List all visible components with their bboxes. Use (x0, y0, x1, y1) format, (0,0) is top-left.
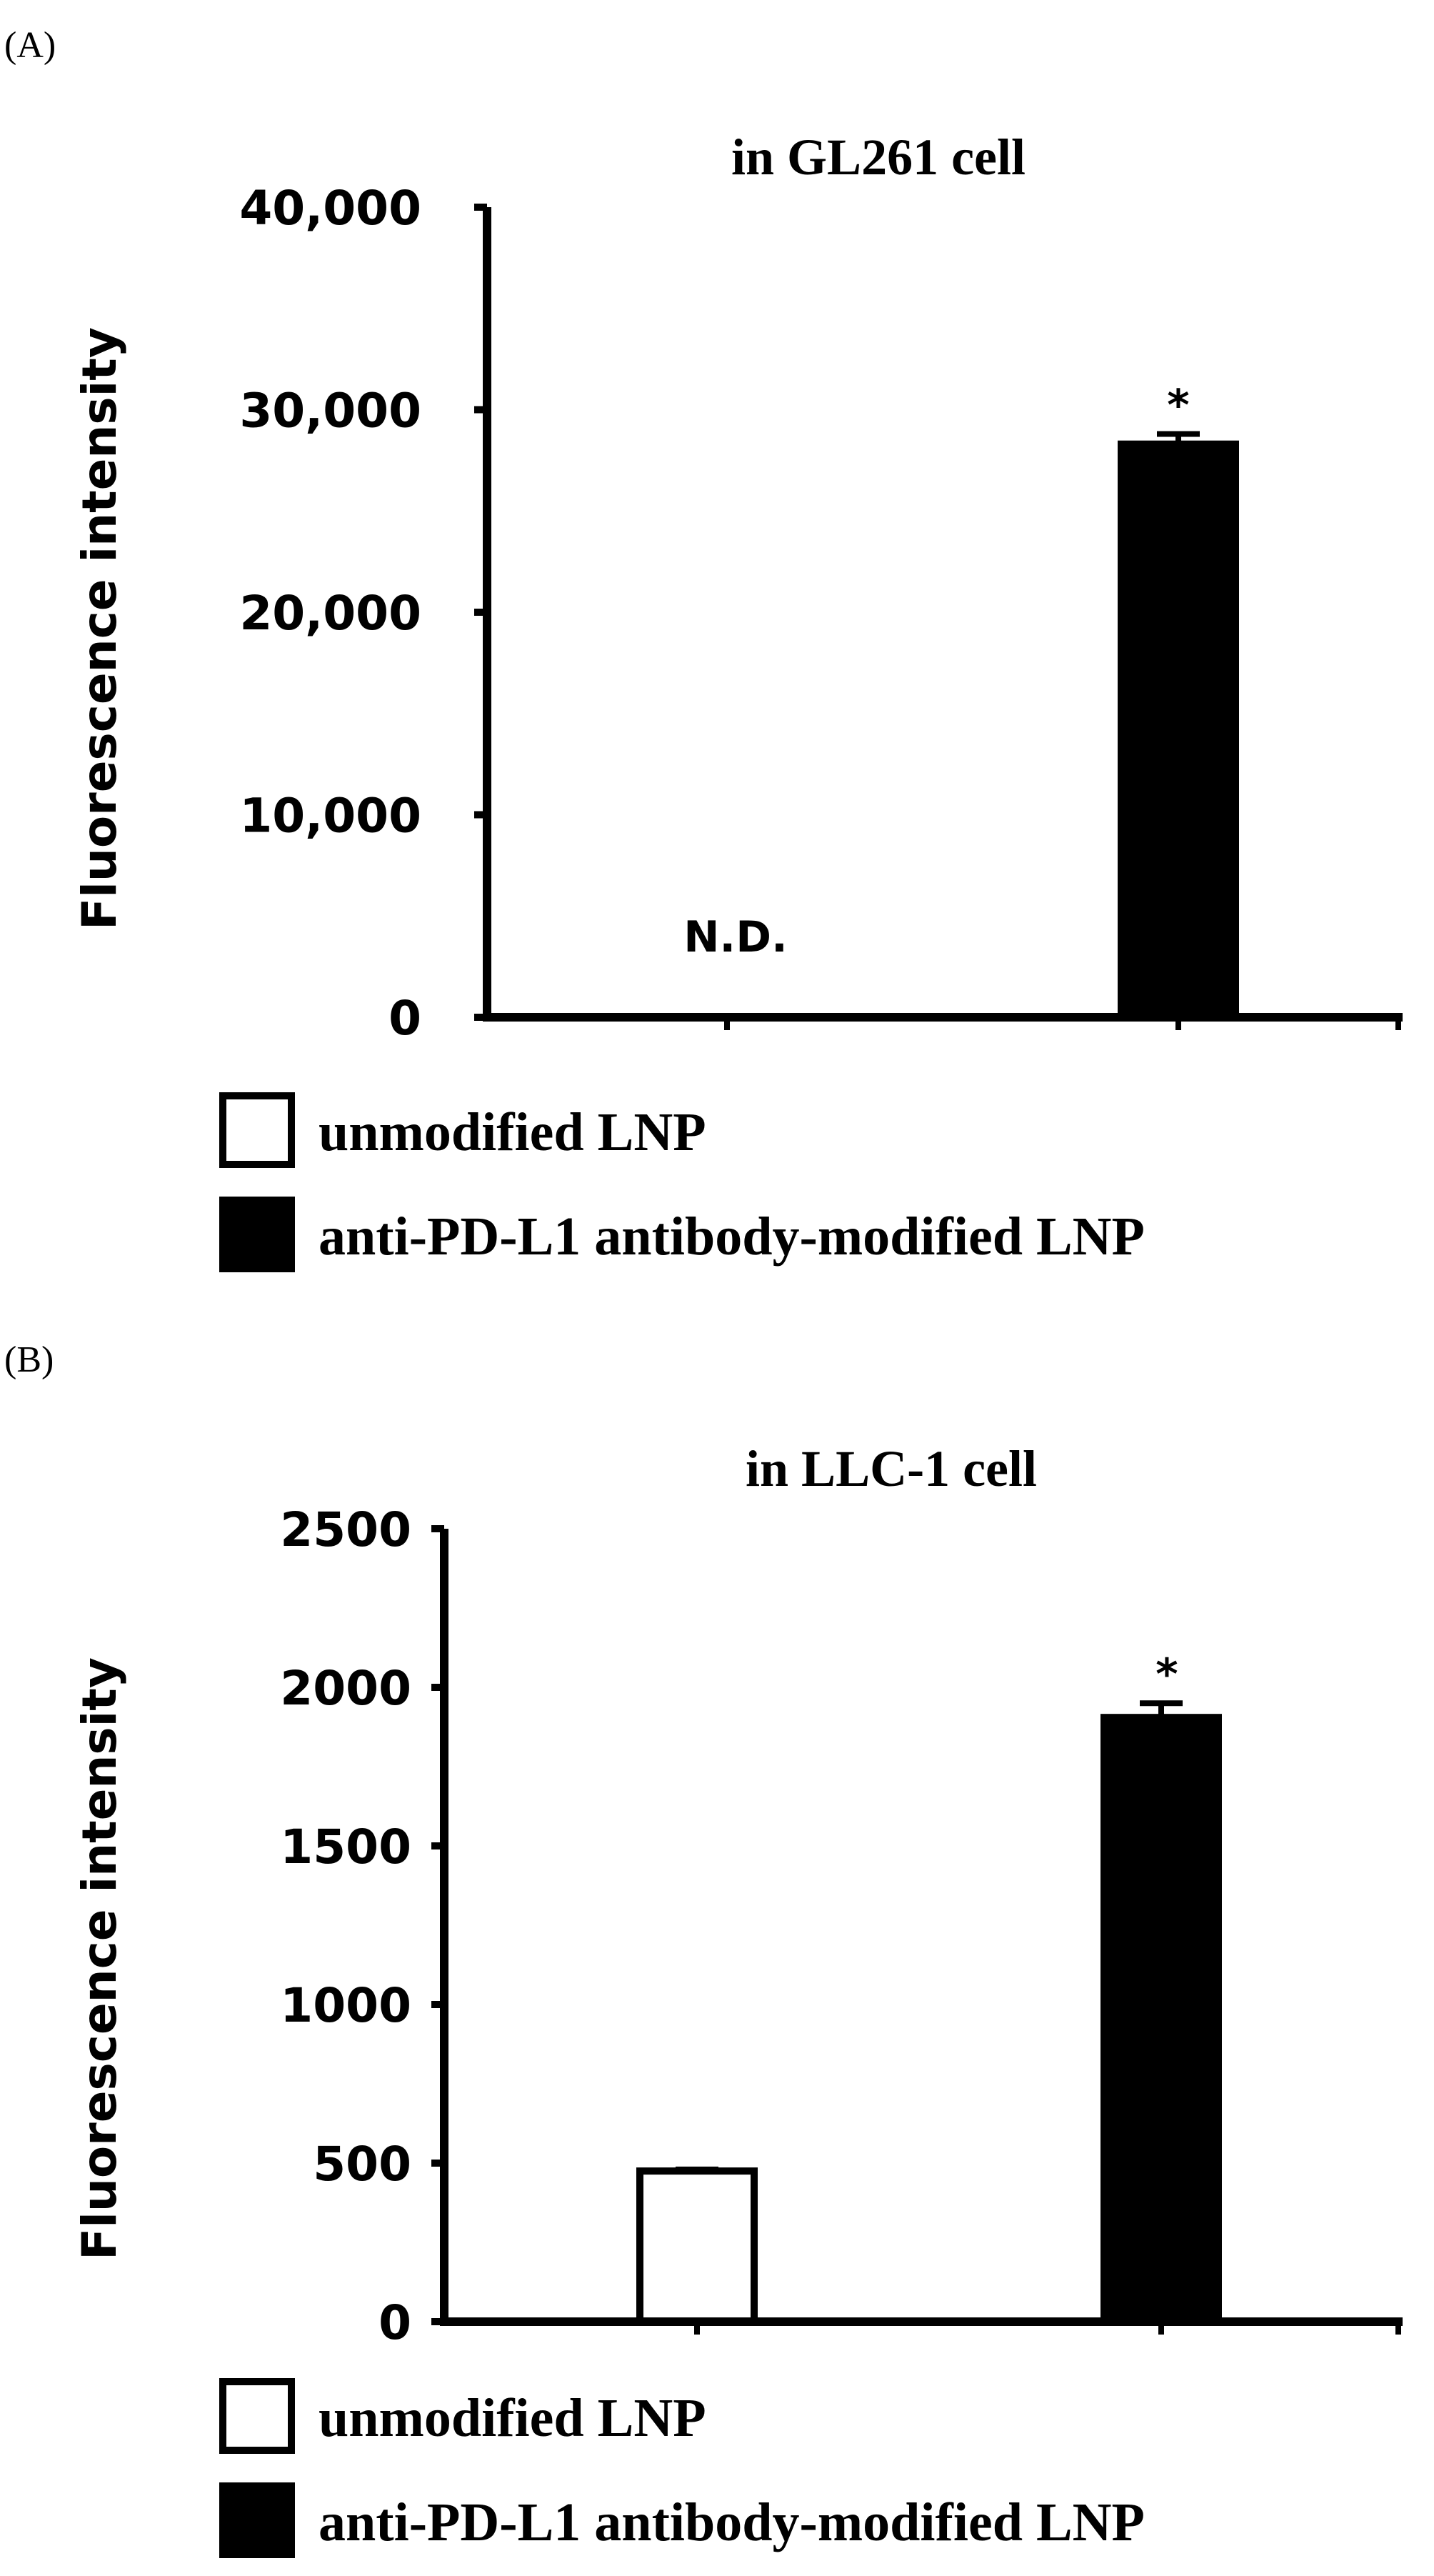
y-tick-label-b-3: 1500 (280, 1819, 411, 1874)
y-tick-label-a-1: 10,000 (239, 789, 421, 844)
y-tick-label-a-4: 40,000 (239, 181, 421, 236)
y-tick-label-b-0: 0 (378, 2295, 411, 2350)
chart-title-a: in GL261 cell (731, 129, 1026, 186)
y-ticks-b: 0 500 1000 1500 2000 2500 (280, 1502, 444, 2350)
legend-swatch-unmodified-b (219, 2378, 295, 2454)
legend-a: unmodified LNP anti-PD-L1 antibody-modif… (219, 1092, 1145, 1272)
legend-label-antibody-b: anti-PD-L1 antibody-modified LNP (319, 2492, 1145, 2552)
y-tick-label-a-3: 30,000 (239, 384, 421, 439)
y-ticks-a: 0 10,000 20,000 30,000 40,000 (239, 181, 487, 1046)
bars-b (636, 1700, 1222, 2326)
legend-label-antibody-a: anti-PD-L1 antibody-modified LNP (319, 1207, 1145, 1267)
legend-swatch-antibody-b (219, 2482, 295, 2558)
legend-swatch-unmodified-a (219, 1092, 295, 1168)
significance-star-b: * (1155, 1649, 1178, 1699)
y-tick-label-b-1: 500 (313, 2137, 411, 2192)
y-tick-label-b-2: 1000 (280, 1978, 411, 2033)
legend-label-unmodified-b: unmodified LNP (319, 2388, 706, 2448)
bar-b-0 (636, 2167, 758, 2326)
y-tick-label-a-0: 0 (388, 991, 421, 1046)
chart-panel-a: (A) in GL261 cell Fluorescence intensity… (4, 25, 1403, 1046)
y-axis-label-b: Fluorescence intensity (72, 1657, 127, 2260)
significance-star-a: * (1167, 381, 1189, 431)
chart-panel-b: (B) in LLC-1 cell Fluorescence intensity… (4, 1339, 1403, 2350)
bar-b-1 (1100, 1714, 1222, 2325)
panel-label-a: (A) (4, 25, 56, 66)
bars-a (1118, 431, 1239, 1021)
chart-title-b: in LLC-1 cell (746, 1440, 1037, 1497)
y-tick-label-b-4: 2000 (280, 1661, 411, 1716)
legend-label-unmodified-a: unmodified LNP (319, 1102, 706, 1162)
legend-swatch-antibody-a (219, 1197, 295, 1272)
y-tick-label-a-2: 20,000 (239, 586, 421, 641)
annotation-nd-a: N.D. (683, 912, 788, 962)
panel-label-b: (B) (4, 1339, 54, 1380)
bar-a-1 (1118, 440, 1239, 1021)
y-axis-label-a: Fluorescence intensity (72, 327, 127, 930)
y-tick-label-b-5: 2500 (280, 1502, 411, 1557)
legend-b: unmodified LNP anti-PD-L1 antibody-modif… (219, 2378, 1145, 2558)
